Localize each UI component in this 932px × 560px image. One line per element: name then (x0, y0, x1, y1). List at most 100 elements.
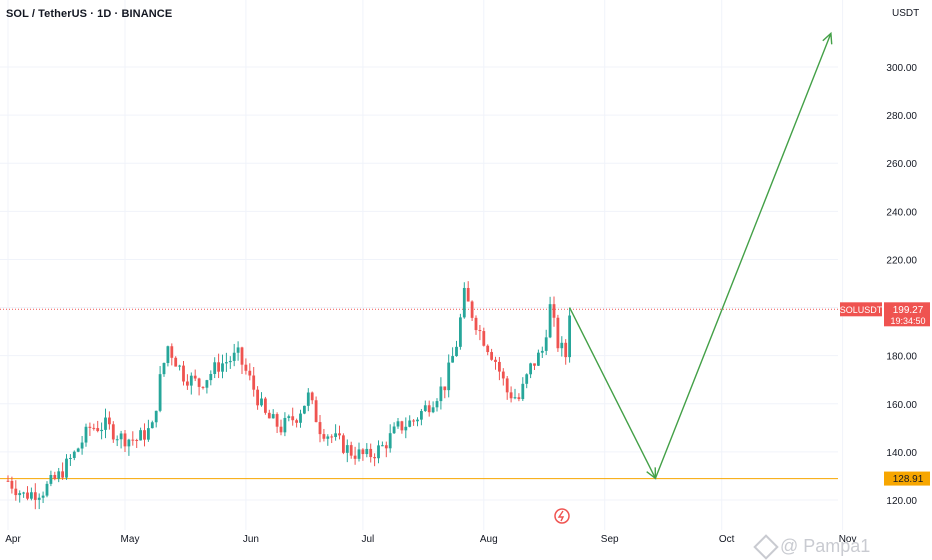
candle-body (143, 430, 146, 440)
candle-body (33, 492, 37, 500)
candle-body (53, 474, 57, 479)
candle-body (361, 449, 365, 455)
time-tick-label[interactable]: Nov (839, 534, 857, 545)
time-tick-label[interactable]: Aug (480, 534, 498, 545)
candle-body (271, 414, 275, 419)
candle-body (513, 397, 517, 399)
price-tick-label[interactable]: 260.00 (886, 159, 917, 170)
time-tick-label[interactable]: Jul (362, 534, 375, 545)
time-axis[interactable]: Apr May Jun Jul Aug Sep Oct Nov (5, 534, 856, 545)
candle-body (252, 375, 256, 390)
candle-body (158, 374, 162, 411)
candle-body (295, 420, 298, 423)
candle-body (552, 304, 556, 318)
candle-body (201, 386, 205, 388)
arrow-line-1[interactable] (568, 307, 657, 479)
candle-body (423, 405, 427, 412)
price-tick-label[interactable]: 240.00 (886, 207, 917, 218)
price-tick-label[interactable]: 120.00 (886, 496, 917, 507)
candle-body (353, 455, 357, 459)
candle-body (232, 352, 236, 361)
candle-body (392, 426, 396, 434)
arrow-head-2 (822, 31, 833, 45)
time-tick-label[interactable]: Sep (601, 534, 619, 545)
candle-body (431, 407, 435, 413)
candles (6, 281, 571, 510)
grid-lines (0, 0, 844, 530)
event-icon (554, 508, 570, 524)
candle-body (131, 439, 135, 441)
candle-body (189, 375, 193, 386)
arrow-line-2[interactable] (654, 33, 832, 479)
candle-body (537, 352, 540, 366)
candle-body (49, 474, 53, 484)
candle-body (400, 421, 404, 431)
candle-body (459, 317, 462, 347)
candle-body (560, 342, 564, 349)
price-tick-label[interactable]: 180.00 (886, 352, 917, 363)
candle-body (474, 317, 478, 331)
candle-body (470, 301, 474, 318)
candle-body (342, 435, 345, 453)
candle-body (26, 492, 29, 499)
time-tick-label[interactable]: May (121, 534, 140, 545)
candle-body (451, 356, 454, 363)
candle-body (521, 383, 525, 400)
candle-body (287, 416, 291, 418)
candle-body (544, 337, 548, 351)
candle-body (412, 420, 415, 422)
candle-body (225, 362, 228, 364)
support-level (0, 308, 838, 480)
candle-body (338, 433, 341, 436)
candle-countdown: 19:34:50 (890, 316, 925, 326)
candle-body (388, 433, 392, 449)
candle-body (310, 392, 314, 401)
candle-body (357, 449, 361, 459)
candle-body (45, 483, 49, 496)
candle-body (174, 357, 178, 367)
candle-body (84, 426, 88, 443)
candle-body (213, 362, 217, 375)
watermark-text: @ Pampa1 (780, 536, 871, 556)
candle-body (135, 439, 139, 441)
candle-body (326, 436, 330, 439)
candle-body (256, 389, 259, 406)
candle-body (14, 488, 18, 496)
candle-body (381, 445, 384, 447)
candle-body (505, 378, 509, 393)
event-marker[interactable] (554, 508, 570, 524)
candle-body (139, 430, 142, 441)
price-tick-label[interactable]: 220.00 (886, 255, 917, 266)
candle-body (349, 445, 353, 456)
candle-body (330, 436, 334, 438)
candle-body (92, 427, 96, 429)
price-tick-label[interactable]: 140.00 (886, 448, 917, 459)
price-axis[interactable]: 120.00140.00160.00180.00200.00220.00240.… (886, 63, 917, 507)
currency-label[interactable]: USDT (892, 8, 920, 19)
time-tick-label[interactable]: Oct (719, 534, 735, 545)
candle-body (147, 428, 150, 440)
symbol-tag-bg (840, 302, 882, 317)
candle-body (267, 412, 271, 419)
symbol-tag: SOLUSDT (840, 305, 883, 315)
candle-body (490, 352, 493, 360)
candle-body (150, 422, 154, 429)
time-tick-label[interactable]: Apr (5, 534, 21, 545)
candle-body (322, 434, 326, 439)
candle-body (291, 416, 295, 421)
price-tick-label[interactable]: 300.00 (886, 63, 917, 74)
candle-body (369, 448, 373, 458)
candle-body (462, 287, 466, 318)
candle-body (533, 363, 536, 366)
candle-body (123, 433, 127, 447)
time-tick-label[interactable]: Jun (243, 534, 259, 545)
candle-body (303, 405, 306, 414)
price-tick-label[interactable]: 160.00 (886, 400, 917, 411)
candle-body (248, 370, 252, 376)
candle-body (279, 426, 283, 433)
candle-body (439, 386, 443, 402)
candle-body (264, 398, 267, 413)
price-tick-label[interactable]: 280.00 (886, 111, 917, 122)
